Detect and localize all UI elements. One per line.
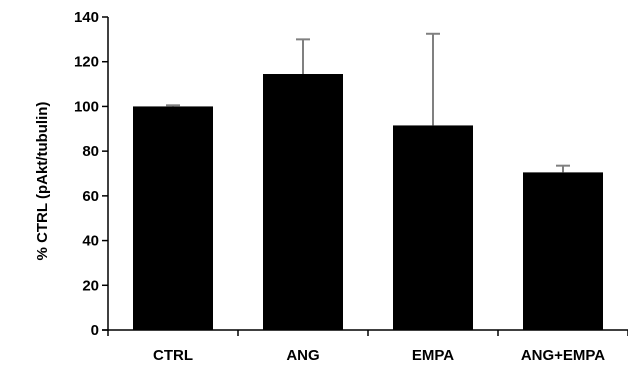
y-axis-title: % CTRL (pAkt/tubulin) xyxy=(34,102,51,261)
y-tick-label: 0 xyxy=(91,322,99,339)
labels-layer: CTRL ANG EMPA ANG+EMPA 0 20 40 60 80 100 120 140 xyxy=(74,9,605,364)
bar-empa xyxy=(393,125,473,330)
x-tick-label: ANG+EMPA xyxy=(521,347,605,364)
bar-ang-empa xyxy=(523,172,603,330)
bar-ctrl xyxy=(133,106,213,330)
x-tick-label: ANG xyxy=(286,347,319,364)
y-tick-label: 80 xyxy=(82,143,99,160)
y-tick-label: 40 xyxy=(82,233,99,250)
y-tick-label: 120 xyxy=(74,54,99,71)
y-tick-label: 100 xyxy=(74,98,99,115)
bars-layer xyxy=(133,74,603,330)
x-tick-label: EMPA xyxy=(412,347,454,364)
axes-layer xyxy=(102,16,628,336)
bar-ang xyxy=(263,74,343,330)
x-tick-label: CTRL xyxy=(153,347,193,364)
y-tick-label: 20 xyxy=(82,277,99,294)
y-tick-label: 140 xyxy=(74,9,99,26)
error-bars-layer xyxy=(166,32,570,173)
y-tick-label: 60 xyxy=(82,188,99,205)
